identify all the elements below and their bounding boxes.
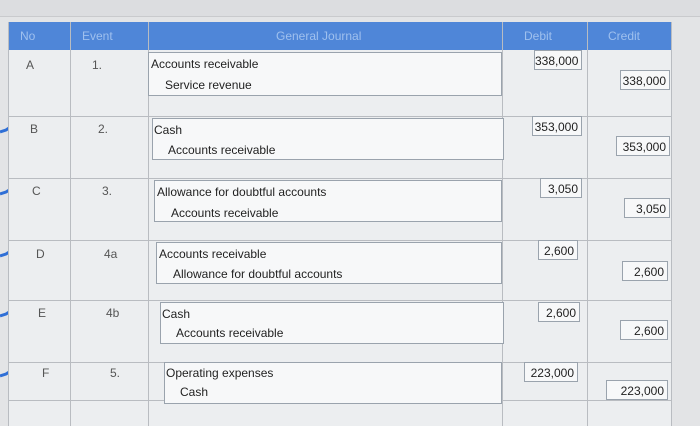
table-header: No Event General Journal Debit Credit <box>8 22 672 50</box>
credit-account-select[interactable]: Service revenue <box>165 78 252 92</box>
credit-account-select[interactable]: Cash <box>180 385 209 399</box>
credit-amount-input[interactable]: 338,000 <box>620 70 670 90</box>
debit-amount-input[interactable]: 3,050 <box>540 178 582 198</box>
debit-account-select[interactable]: Allowance for doubtful accounts <box>157 185 327 199</box>
row-event: 4b <box>106 306 120 320</box>
debit-account-select[interactable]: Accounts receivable <box>151 57 259 71</box>
header-no: No <box>20 29 36 43</box>
header-debit: Debit <box>524 29 553 43</box>
row-event: 4a <box>104 247 118 261</box>
row-event: 5. <box>110 366 121 380</box>
debit-amount-input[interactable]: 2,600 <box>538 302 580 322</box>
debit-amount-input[interactable]: 2,600 <box>538 240 578 260</box>
credit-account-select[interactable]: Allowance for doubtful accounts <box>173 267 343 281</box>
row-event: 3. <box>102 184 113 198</box>
header-general-journal: General Journal <box>276 29 362 43</box>
debit-account-select[interactable]: Operating expenses <box>166 366 274 380</box>
top-strip <box>0 0 700 17</box>
row-event: 1. <box>92 58 103 72</box>
row-no: D <box>36 247 45 261</box>
credit-account-select[interactable]: Accounts receivable <box>168 143 276 157</box>
debit-amount-input[interactable]: 223,000 <box>524 362 578 382</box>
credit-amount-input[interactable]: 3,050 <box>624 198 670 218</box>
row-no: B <box>30 122 39 136</box>
debit-amount-input[interactable]: 338,000 <box>534 50 582 70</box>
credit-amount-input[interactable]: 2,600 <box>622 261 668 281</box>
debit-account-select[interactable]: Accounts receivable <box>159 247 267 261</box>
header-credit: Credit <box>608 29 641 43</box>
credit-account-select[interactable]: Accounts receivable <box>176 326 284 340</box>
journal-table: No Event General Journal Debit Credit A … <box>8 22 672 426</box>
credit-account-select[interactable]: Accounts receivable <box>171 206 279 220</box>
debit-amount-input[interactable]: 353,000 <box>532 116 582 136</box>
row-no: F <box>42 366 50 380</box>
header-event: Event <box>82 29 113 43</box>
debit-account-select[interactable]: Cash <box>162 307 191 321</box>
row-no: C <box>32 184 41 198</box>
credit-amount-input[interactable]: 353,000 <box>616 136 670 156</box>
row-no: A <box>26 58 35 72</box>
debit-account-select[interactable]: Cash <box>154 123 183 137</box>
row-no: E <box>38 306 47 320</box>
credit-amount-input[interactable]: 2,600 <box>620 320 668 340</box>
row-event: 2. <box>98 122 109 136</box>
credit-amount-input[interactable]: 223,000 <box>606 380 668 400</box>
